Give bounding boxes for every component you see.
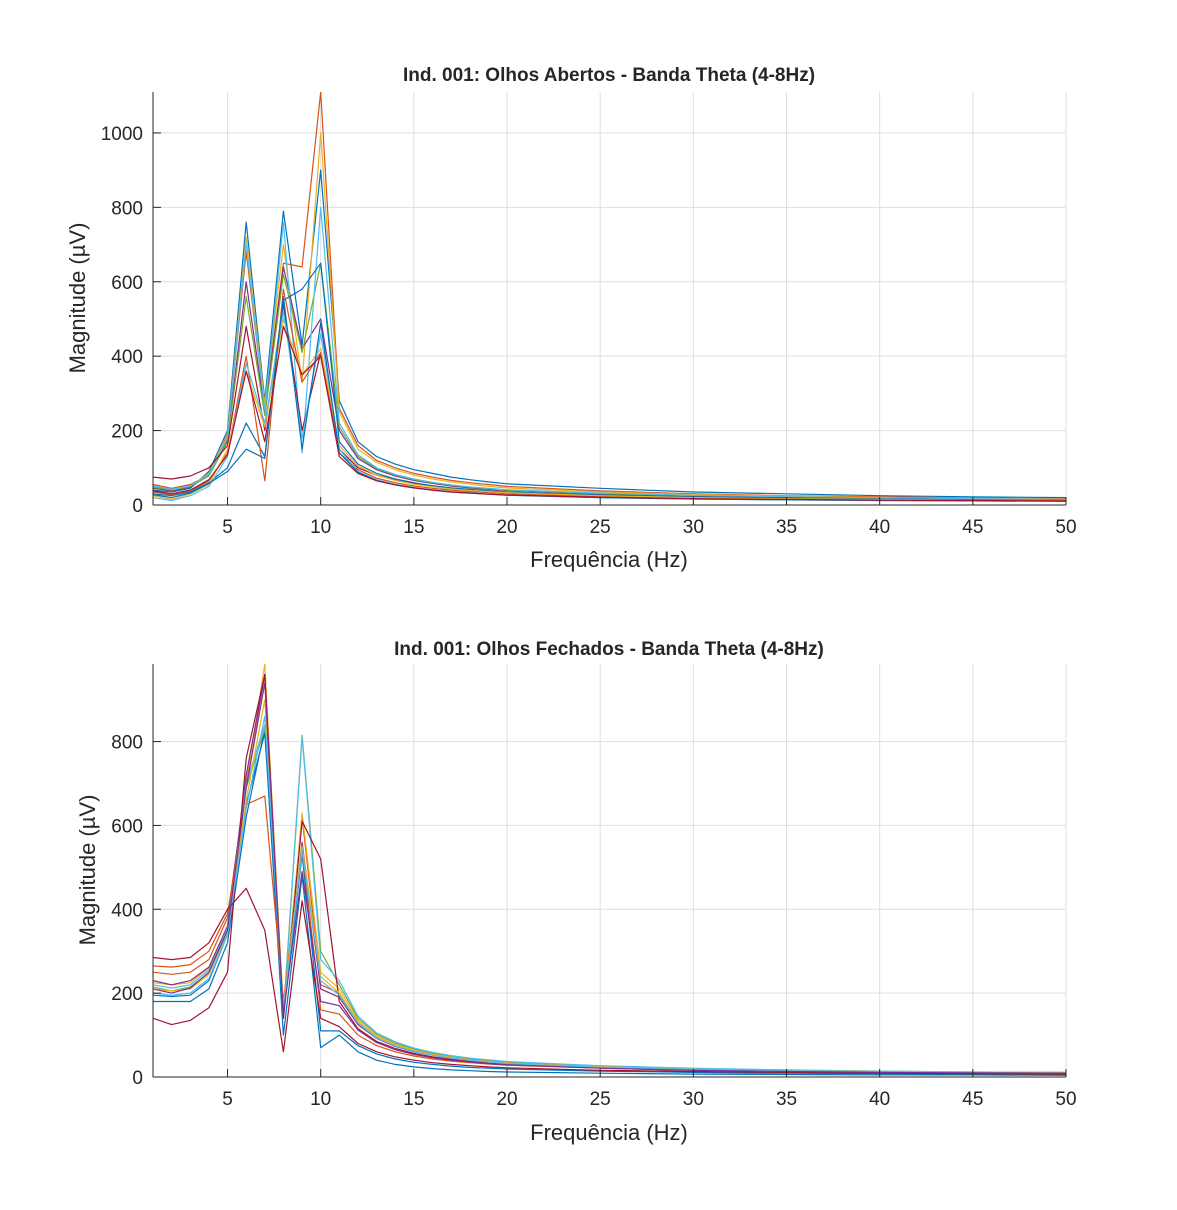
y-tick-label: 200 — [111, 422, 143, 443]
series-line-11 — [153, 715, 1066, 1074]
plot-bottom-xlabel: Frequência (Hz) — [530, 1120, 688, 1145]
x-tick-label: 25 — [590, 1089, 611, 1110]
plot-top-ylabel: Magnitude (µV) — [65, 223, 90, 374]
x-tick-label: 10 — [310, 517, 331, 538]
y-tick-label: 800 — [111, 733, 143, 754]
plot-top-tick-labels: 5 10 15 20 25 30 35 40 45 50 0 200 400 600 800 1000 — [101, 124, 1077, 538]
plot-top-title: Ind. 001: Olhos Abertos - Banda Theta (4… — [403, 65, 815, 86]
x-tick-label: 5 — [222, 517, 233, 538]
x-tick-label: 15 — [403, 1089, 424, 1110]
x-tick-label: 25 — [590, 517, 611, 538]
plot-bottom-title: Ind. 001: Olhos Fechados - Banda Theta (… — [394, 639, 824, 660]
x-tick-label: 35 — [776, 1089, 797, 1110]
series-line-10 — [153, 318, 1066, 502]
plot-top-xlabel: Frequência (Hz) — [530, 547, 688, 572]
plot-bottom-axes — [152, 664, 1067, 1078]
x-tick-label: 30 — [683, 1089, 704, 1110]
x-tick-label: 35 — [776, 517, 797, 538]
x-tick-label: 45 — [962, 1089, 983, 1110]
y-tick-label: 200 — [111, 984, 143, 1005]
plot-top-axes — [152, 92, 1067, 506]
y-tick-label: 0 — [132, 1068, 143, 1089]
plot-bottom-tick-labels: 5 10 15 20 25 30 35 40 45 50 0 200 400 600 800 — [111, 733, 1076, 1110]
x-tick-label: 40 — [869, 1089, 890, 1110]
y-tick-label: 600 — [111, 816, 143, 837]
x-tick-label: 50 — [1055, 1089, 1076, 1110]
series-line-6 — [153, 206, 1066, 500]
series-line-13 — [153, 325, 1066, 502]
plot-bottom: 5 10 15 20 25 30 35 40 45 50 0 200 400 600 800 Ind. 00… — [75, 639, 1077, 1145]
y-tick-label: 800 — [111, 198, 143, 219]
x-tick-label: 5 — [222, 1089, 233, 1110]
x-tick-label: 15 — [403, 517, 424, 538]
series-line-1 — [153, 169, 1066, 499]
x-tick-label: 20 — [496, 517, 517, 538]
y-tick-label: 1000 — [101, 124, 143, 145]
x-tick-label: 45 — [962, 517, 983, 538]
series-line-13 — [153, 682, 1066, 1074]
x-tick-label: 40 — [869, 517, 890, 538]
y-tick-label: 400 — [111, 900, 143, 921]
x-tick-label: 30 — [683, 517, 704, 538]
y-tick-label: 600 — [111, 273, 143, 294]
plot-top-series — [153, 92, 1066, 502]
y-tick-label: 0 — [132, 496, 143, 517]
plot-top: 5 10 15 20 25 30 35 40 45 50 0 200 400 600 800 1000 Ind… — [65, 65, 1077, 572]
series-line-8 — [153, 262, 1066, 502]
plot-bottom-ylabel: Magnitude (µV) — [75, 795, 100, 946]
x-tick-label: 10 — [310, 1089, 331, 1110]
x-tick-label: 50 — [1055, 517, 1076, 538]
x-tick-label: 20 — [496, 1089, 517, 1110]
y-tick-label: 400 — [111, 347, 143, 368]
plot-bottom-series — [153, 664, 1066, 1076]
series-line-1 — [153, 728, 1066, 1076]
